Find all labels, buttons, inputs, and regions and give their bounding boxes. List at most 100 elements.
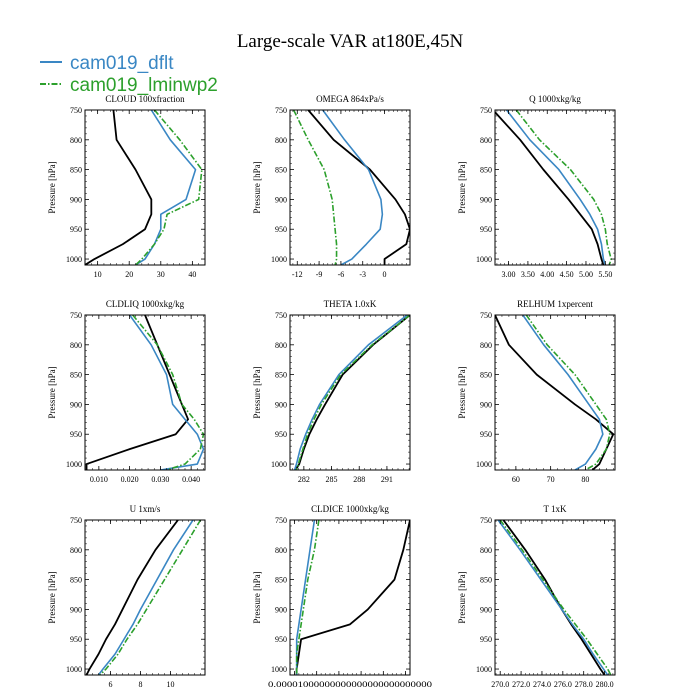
y-tick-label: 800: [70, 546, 82, 555]
y-tick-label: 750: [275, 311, 287, 320]
y-tick-label: 900: [70, 195, 82, 204]
y-axis-label: Pressure [hPa]: [252, 366, 262, 418]
figure-title: Large-scale VAR at180E,45N: [237, 31, 464, 52]
x-tick-label: 272.0: [512, 680, 530, 689]
y-tick-label: 900: [480, 195, 492, 204]
y-tick-label: 900: [275, 195, 287, 204]
panel-title: U 1xm/s: [130, 504, 161, 514]
y-tick-label: 950: [480, 635, 492, 644]
x-tick-label: 0.00001000000000000000000000000: [268, 680, 432, 689]
legend-label-dflt: cam019_dflt: [70, 53, 174, 74]
series-line-cam019_dflt: [128, 315, 205, 470]
y-tick-label: 750: [275, 106, 287, 115]
y-tick-label: 850: [275, 371, 287, 380]
series-line-cam019_lminwp2: [515, 110, 612, 265]
y-tick-label: 800: [275, 546, 287, 555]
series-line-cam019_lminwp2: [499, 520, 612, 675]
x-tick-label: -6: [338, 270, 345, 279]
y-axis-label: Pressure [hPa]: [252, 161, 262, 213]
x-tick-label: 0.010: [90, 475, 108, 484]
y-tick-label: 800: [480, 341, 492, 350]
series-line-cam019_dflt: [522, 315, 604, 470]
x-tick-label: -12: [292, 270, 303, 279]
x-tick-label: 0.020: [121, 475, 139, 484]
y-axis-label: Pressure [hPa]: [252, 571, 262, 623]
series-line-cam019_dflt: [322, 110, 384, 265]
x-tick-label: 4.50: [560, 270, 574, 279]
y-tick-label: 800: [275, 136, 287, 145]
y-tick-label: 900: [70, 605, 82, 614]
y-tick-label: 1000: [476, 665, 492, 674]
series-line-black: [295, 520, 410, 675]
x-tick-label: 20: [125, 270, 133, 279]
panel-1: OMEGA 864xPa/s Pressure [hPa] 750 800 850 900…: [252, 94, 411, 279]
y-tick-label: 900: [480, 400, 492, 409]
y-tick-label: 850: [480, 371, 492, 380]
y-tick-label: 850: [480, 576, 492, 585]
y-tick-label: 750: [70, 311, 82, 320]
plot-frame: [289, 519, 411, 676]
y-tick-label: 900: [480, 605, 492, 614]
panel-title: THETA 1.0xK: [324, 299, 377, 309]
series-line-cam019_lminwp2: [525, 315, 611, 470]
y-tick-label: 950: [70, 430, 82, 439]
y-tick-label: 900: [275, 605, 287, 614]
y-tick-label: 850: [480, 166, 492, 175]
x-tick-label: 278.0: [575, 680, 593, 689]
y-tick-label: 1000: [271, 665, 287, 674]
series-line-cam019_dflt: [135, 110, 197, 265]
panel-title: CLDICE 1000xkg/kg: [311, 504, 389, 514]
panel-title: Q 1000xkg/kg: [529, 94, 581, 104]
y-tick-label: 850: [70, 576, 82, 585]
y-tick-label: 900: [70, 400, 82, 409]
x-tick-label: 80: [581, 475, 589, 484]
series-line-black: [495, 110, 605, 265]
y-tick-label: 950: [70, 225, 82, 234]
x-tick-label: 285: [326, 475, 338, 484]
panel-6: U 1xm/s Pressure [hPa] 750 800 850 900 950 1000…: [47, 504, 206, 689]
y-tick-label: 1000: [476, 255, 492, 264]
x-tick-label: 10: [167, 680, 175, 689]
y-tick-label: 850: [70, 371, 82, 380]
x-tick-label: 0: [383, 270, 387, 279]
x-tick-label: 6: [109, 680, 113, 689]
x-tick-label: 4.00: [540, 270, 554, 279]
y-tick-label: 1000: [66, 665, 82, 674]
y-tick-label: 950: [70, 635, 82, 644]
x-tick-label: 288: [353, 475, 365, 484]
plot-frame: [289, 314, 411, 471]
y-tick-label: 1000: [271, 255, 287, 264]
y-tick-label: 750: [480, 106, 492, 115]
y-tick-label: 1000: [476, 460, 492, 469]
x-tick-label: 40: [188, 270, 196, 279]
x-tick-label: 5.50: [598, 270, 612, 279]
series-line-cam019_lminwp2: [134, 110, 203, 265]
x-tick-label: 3.50: [521, 270, 535, 279]
x-tick-label: 3.00: [502, 270, 516, 279]
x-tick-label: 70: [547, 475, 555, 484]
y-tick-label: 850: [70, 166, 82, 175]
y-tick-label: 750: [70, 106, 82, 115]
panel-title: CLDLIQ 1000xkg/kg: [106, 299, 185, 309]
y-axis-label: Pressure [hPa]: [457, 571, 467, 623]
y-tick-label: 900: [275, 400, 287, 409]
y-axis-label: Pressure [hPa]: [457, 161, 467, 213]
y-tick-label: 950: [275, 430, 287, 439]
panel-0: CLOUD 100xfraction Pressure [hPa] 750 800 85…: [47, 94, 206, 279]
y-tick-label: 950: [480, 430, 492, 439]
series-line-cam019_lminwp2: [295, 520, 320, 675]
series-line-black: [495, 315, 615, 470]
panel-2: Q 1000xkg/kg Pressure [hPa] 750 800 850 900 95…: [457, 94, 616, 279]
y-tick-label: 750: [70, 516, 82, 525]
series-line-cam019_lminwp2: [295, 315, 410, 470]
panel-title: CLOUD 100xfraction: [105, 94, 185, 104]
panel-5: RELHUM 1xpercent Pressure [hPa] 750 800 850 9…: [457, 299, 616, 484]
x-tick-label: -3: [359, 270, 366, 279]
y-tick-label: 1000: [66, 460, 82, 469]
x-tick-label: -9: [316, 270, 323, 279]
panel-8: T 1xK Pressure [hPa] 750 800 850 900 950 1000 27…: [457, 504, 616, 689]
x-tick-label: 280.0: [596, 680, 614, 689]
legend: cam019_dflt cam019_lminwp2: [40, 53, 218, 96]
x-tick-label: 282: [298, 475, 310, 484]
y-tick-label: 800: [480, 546, 492, 555]
